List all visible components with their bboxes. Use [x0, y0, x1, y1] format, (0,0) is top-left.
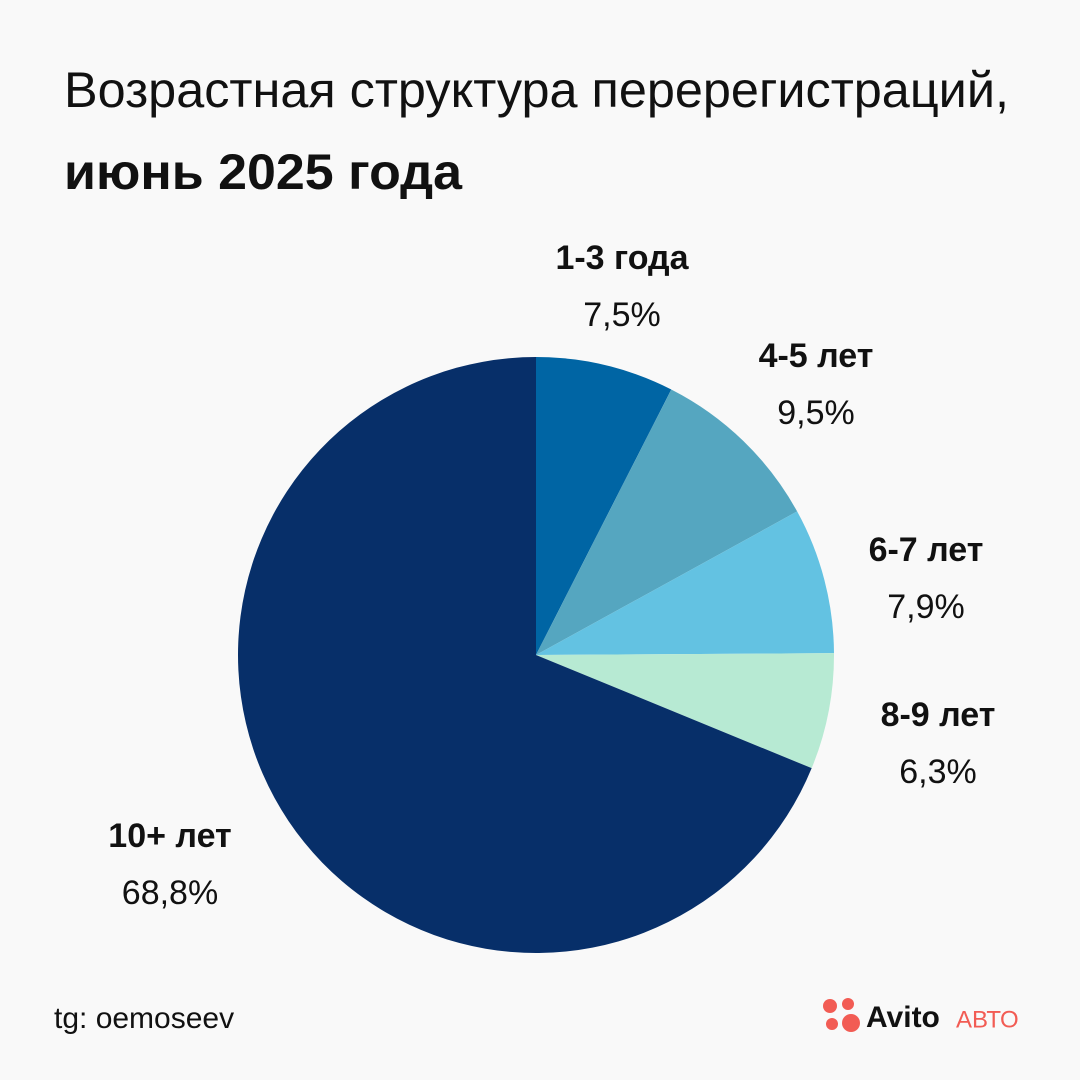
source: tg: oemoseev: [54, 1002, 234, 1035]
logo-suffix: АВТО: [956, 1006, 1019, 1033]
pie-slice: [536, 653, 834, 769]
slice-label: 8-9 лет: [881, 696, 996, 734]
slice-value: 68,8%: [122, 874, 218, 912]
slice-value: 7,5%: [583, 296, 661, 334]
logo-dot: [842, 1014, 860, 1032]
pie-slice: [536, 357, 672, 655]
logo-dot: [826, 1018, 838, 1030]
logo-dot: [842, 998, 854, 1010]
chart-title: Возрастная структура перерегистраций,: [64, 62, 1009, 118]
logo: Avito АВТО: [823, 998, 1019, 1034]
slice-label: 6-7 лет: [869, 531, 984, 569]
slice-value: 9,5%: [777, 394, 855, 432]
pie-slice: [536, 511, 834, 655]
pie-slice: [536, 389, 798, 655]
slice-value: 6,3%: [899, 753, 977, 791]
slice-value: 7,9%: [887, 588, 965, 626]
slice-label: 10+ лет: [108, 817, 231, 855]
logo-dot: [823, 999, 837, 1013]
chart-subtitle: июнь 2025 года: [64, 144, 463, 200]
pie-slice: [238, 357, 812, 953]
logo-brand: Avito: [866, 1001, 940, 1034]
slice-label: 1-3 года: [555, 239, 689, 277]
slice-label: 4-5 лет: [759, 337, 874, 375]
